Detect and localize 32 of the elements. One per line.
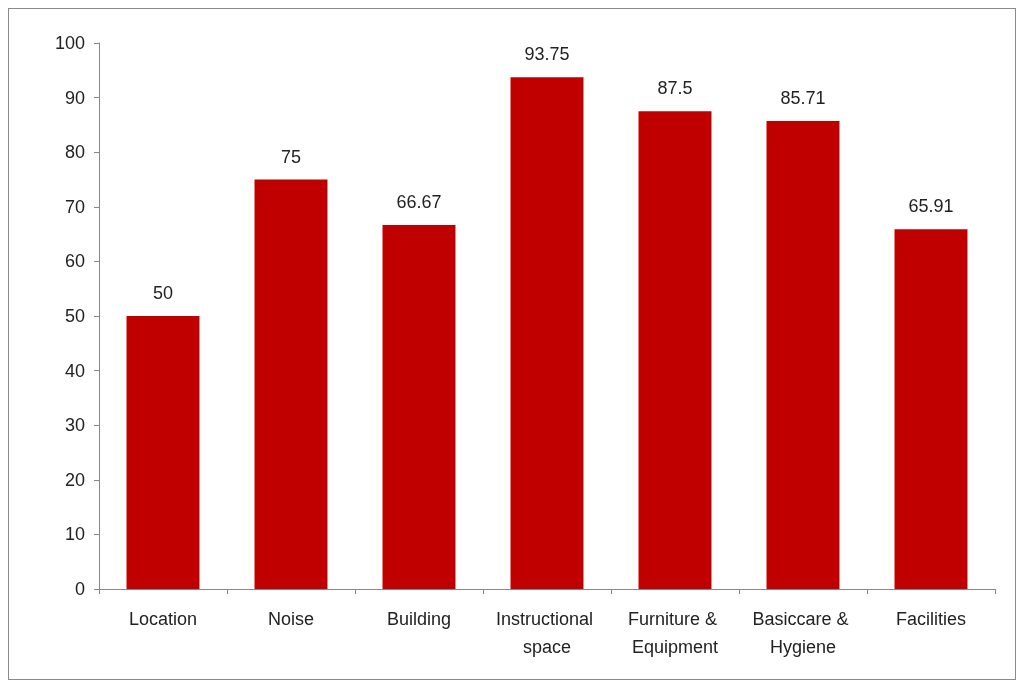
y-tick-label: 0 [74,579,85,599]
x-tick-label: Furniture & Equipment [627,609,723,657]
x-tick-label: Location [128,609,198,629]
data-label: 50 [152,283,174,303]
data-label: 66.67 [396,191,442,212]
y-tick-label: 80 [64,142,85,163]
data-label: 75 [280,146,302,167]
bar [254,179,328,589]
y-tick-label: 50 [64,306,85,326]
y-tick-label: 20 [64,469,85,490]
y-tick-label: 30 [64,415,85,436]
y-tick-label: 100 [54,33,85,53]
y-tick-label: 60 [64,251,85,272]
bar [126,316,200,589]
x-tick-label: Instructional space [495,609,599,657]
x-tick-label: Facilities [895,609,967,629]
x-tick-label: Noise [267,609,315,629]
y-tick-label: 90 [64,87,85,108]
bar [638,111,712,589]
y-tick-label: 10 [64,524,85,545]
bar [766,121,840,589]
bar [894,229,968,589]
data-label: 93.75 [524,44,570,65]
bar [510,77,584,589]
data-label: 85.71 [780,88,826,109]
y-tick-label: 40 [64,360,85,381]
x-tick-label: Building [386,609,452,629]
data-label: 65.91 [908,196,954,217]
y-tick-label: 70 [64,196,85,217]
bar [382,224,456,589]
x-tick-label: Basiccare & Hygiene [752,609,854,657]
data-label: 87.5 [657,78,693,99]
